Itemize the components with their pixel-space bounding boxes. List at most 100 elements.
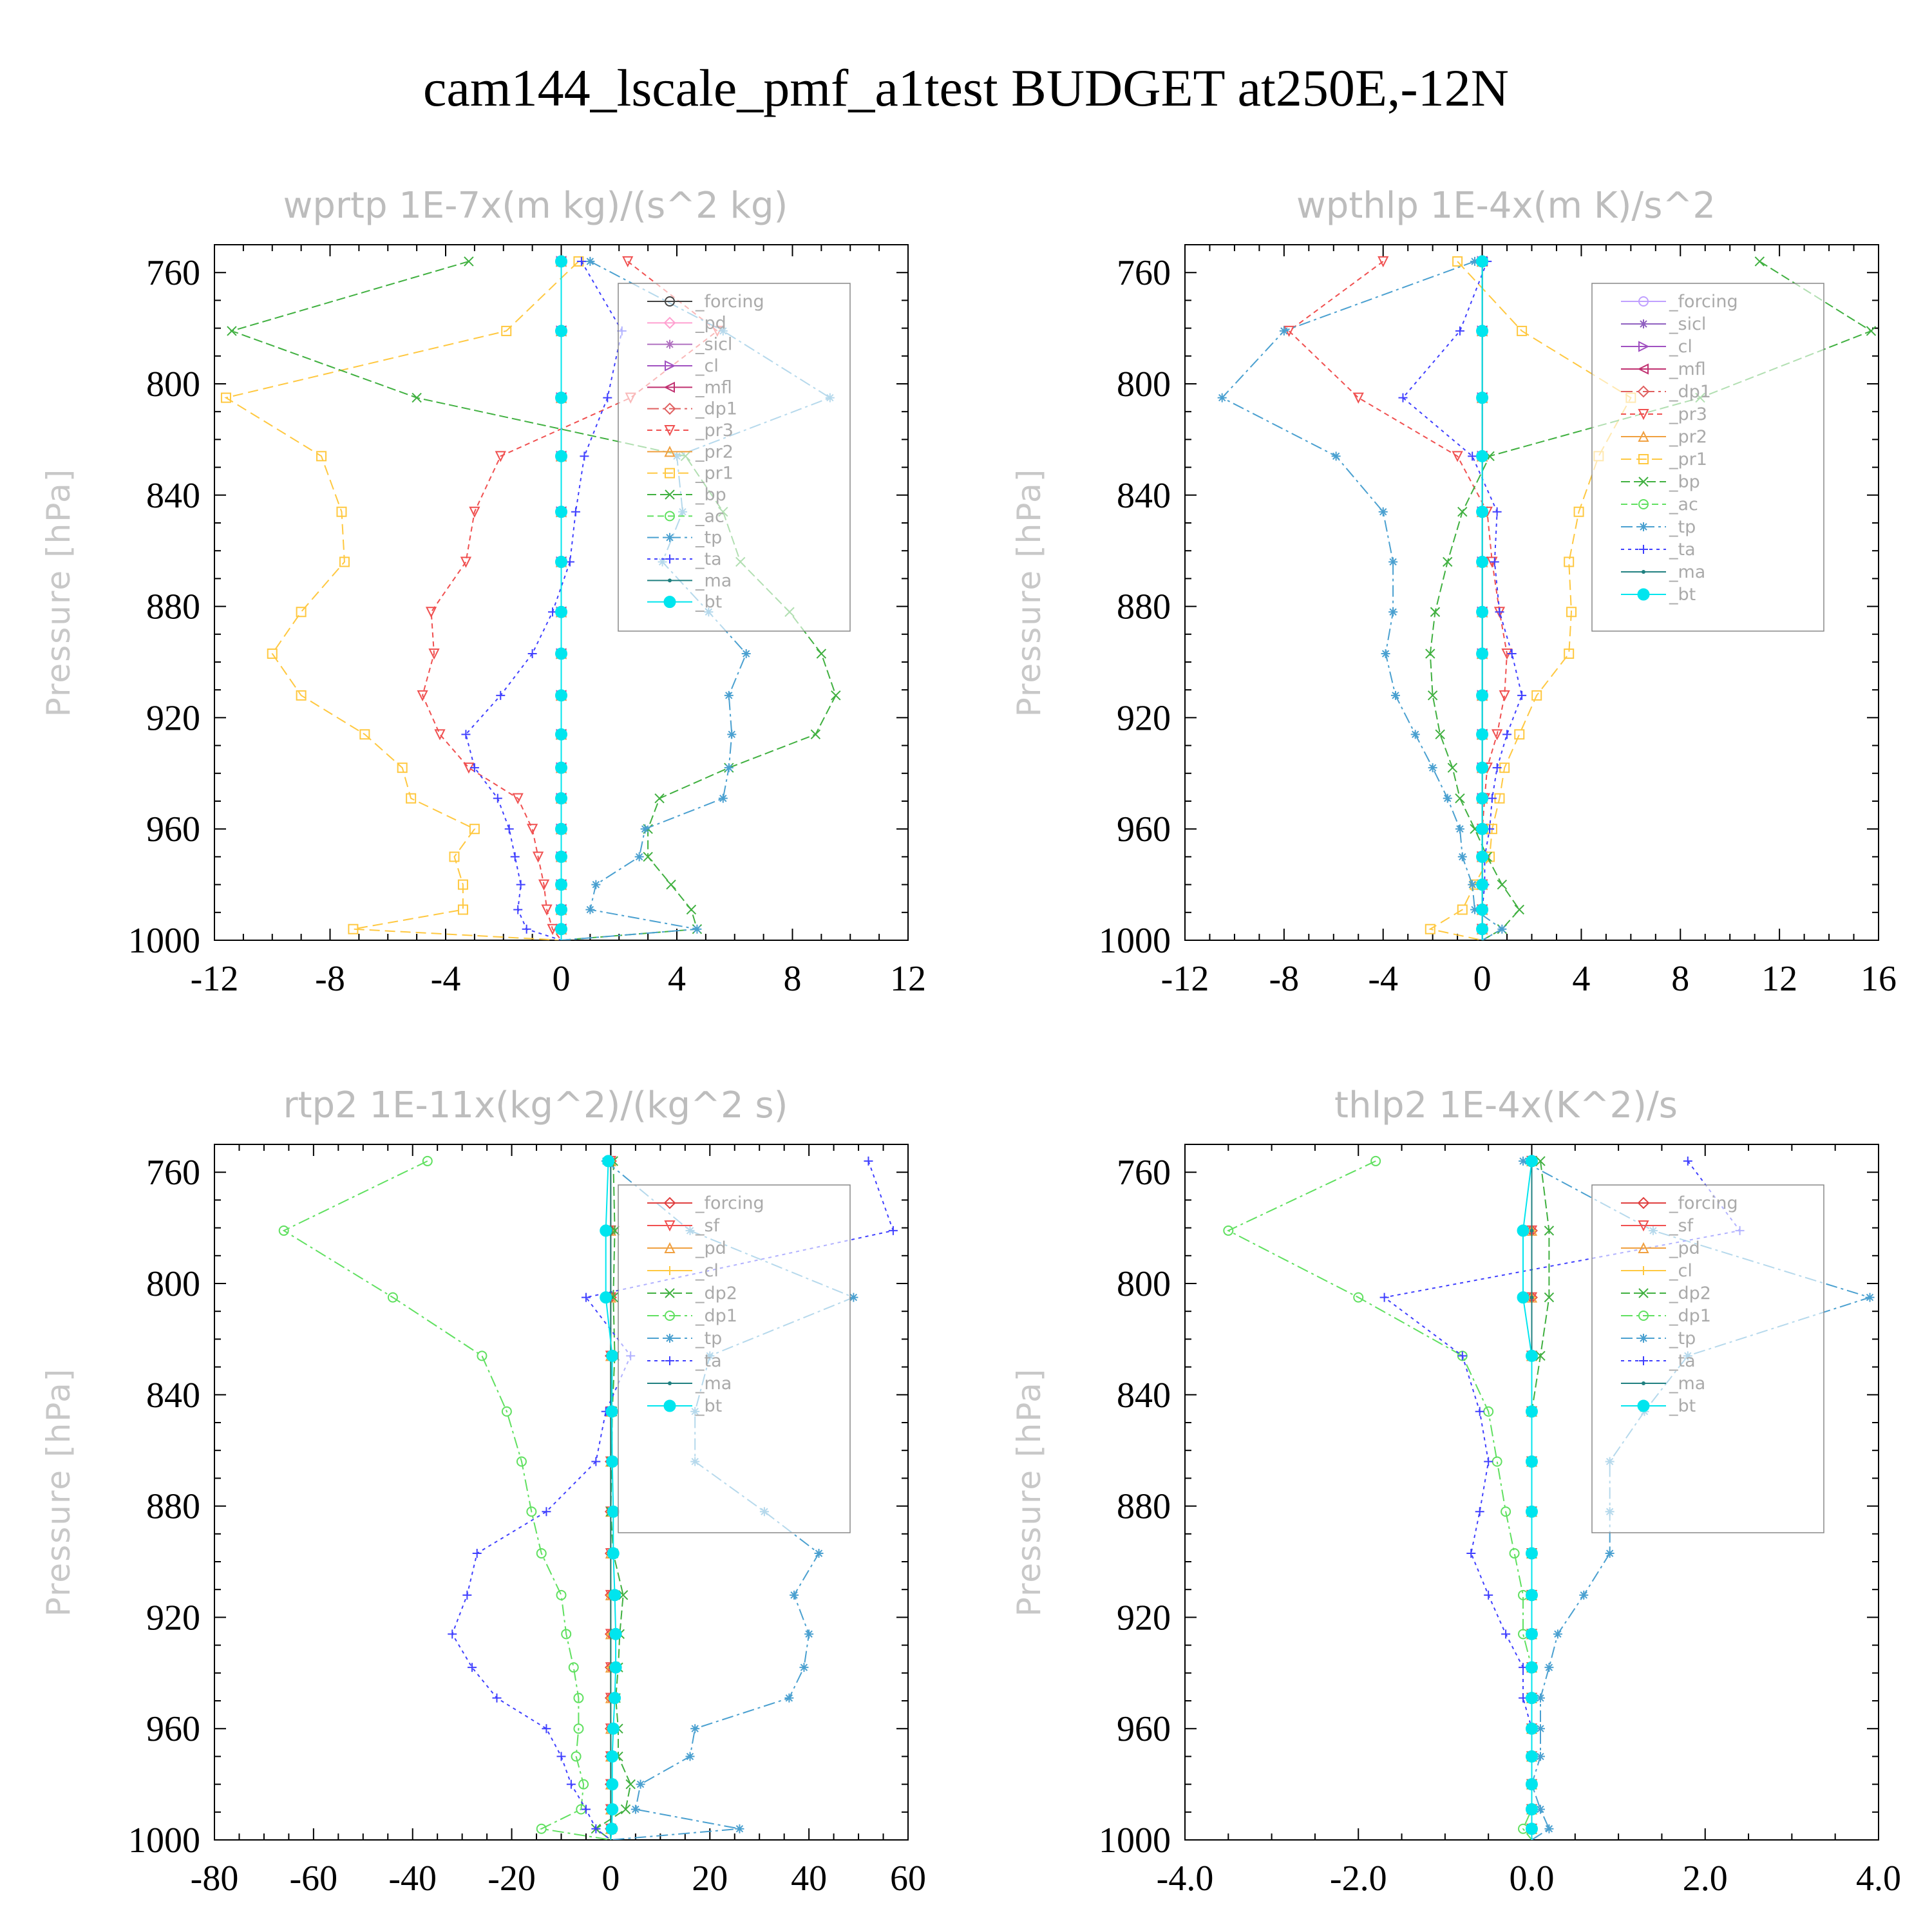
data-point <box>1535 1752 1545 1761</box>
data-point <box>555 792 567 805</box>
data-point <box>469 763 479 773</box>
legend-marker <box>665 511 675 522</box>
legend-marker <box>665 360 676 372</box>
data-point <box>1428 763 1437 773</box>
data-point <box>685 1752 695 1761</box>
legend-label: _pd <box>695 1238 726 1258</box>
legend-marker <box>665 554 674 564</box>
legend-label: _bt <box>695 1396 722 1416</box>
y-tick-label: 960 <box>146 1709 200 1749</box>
panel-title: rtp2 1E-11x(kg^2)/(kg^2 s) <box>283 1084 788 1126</box>
data-point <box>1379 1293 1389 1302</box>
legend: _forcing _sf_pd _cl_dp2 _dp1 _tp_ta _ma_bt <box>1591 1184 1824 1533</box>
x-tick-label: -12 <box>191 959 239 999</box>
legend-label: _pr1 <box>1669 450 1707 469</box>
data-point <box>1526 1547 1538 1560</box>
data-point <box>692 924 702 934</box>
data-point <box>220 392 231 403</box>
legend-marker <box>1639 1266 1648 1275</box>
series-line <box>1227 1160 1533 1840</box>
data-point <box>1492 729 1503 741</box>
data-point <box>278 1225 289 1236</box>
data-point <box>1865 1293 1875 1302</box>
series_pr1 <box>220 256 584 940</box>
series-line <box>282 1160 611 1840</box>
data-point <box>1501 1506 1511 1517</box>
data-point <box>422 1155 433 1166</box>
data-point <box>1452 451 1463 462</box>
y-axis-label: Pressure [hPa] <box>40 1368 77 1617</box>
data-point <box>816 649 827 659</box>
y-tick-label: 840 <box>1117 476 1171 516</box>
data-point <box>461 730 471 739</box>
data-point <box>1430 607 1441 617</box>
data-point <box>1388 607 1398 617</box>
legend-label: _forcing <box>1669 1193 1738 1213</box>
legend-label: _pr3 <box>695 421 734 440</box>
data-point <box>1535 1693 1545 1703</box>
data-point <box>1526 1505 1538 1518</box>
data-point <box>1530 1295 1534 1300</box>
data-point <box>538 879 550 891</box>
legend-label: _pr1 <box>695 464 734 484</box>
data-point <box>580 451 589 461</box>
x-tick-label: -4.0 <box>1157 1859 1214 1899</box>
legend-box <box>618 1184 851 1533</box>
data-point <box>1519 1156 1528 1166</box>
data-point <box>542 1724 551 1734</box>
data-point <box>1470 256 1480 266</box>
data-point <box>1501 1629 1511 1639</box>
data-point <box>784 1693 794 1703</box>
data-point <box>1497 879 1508 890</box>
data-point <box>1455 793 1465 804</box>
data-point <box>1476 792 1489 805</box>
data-point <box>1217 393 1227 402</box>
data-point <box>1476 822 1489 835</box>
legend-label: _sf <box>695 1216 721 1236</box>
x-tick-label: 0.0 <box>1510 1859 1555 1899</box>
data-point <box>460 556 472 568</box>
legend-marker <box>1642 1381 1645 1385</box>
series-line <box>224 261 580 940</box>
data-point <box>831 690 841 701</box>
data-point <box>585 256 595 266</box>
legend-marker <box>663 596 676 609</box>
data-point <box>724 690 734 700</box>
data-point <box>573 1723 584 1734</box>
chart-panel-3: rtp2 1E-11x(kg^2)/(kg^2 s) Pressure [hPa]… <box>40 1084 926 1899</box>
data-point <box>1476 878 1489 891</box>
y-tick-label: 960 <box>1117 810 1171 849</box>
legend-marker <box>1639 1356 1648 1365</box>
legend-marker <box>663 1399 676 1412</box>
x-tick-label: 4.0 <box>1856 1859 1901 1899</box>
data-point <box>1476 605 1489 618</box>
data-point <box>1476 850 1489 863</box>
data-point <box>541 904 553 916</box>
data-point <box>561 1629 572 1640</box>
data-point <box>1605 1549 1615 1558</box>
legend-marker <box>1638 1311 1649 1321</box>
legend-marker <box>665 339 674 349</box>
data-point <box>576 256 586 266</box>
x-tick-label: 0 <box>553 959 571 999</box>
data-point <box>724 763 734 773</box>
data-point <box>555 506 567 518</box>
data-point <box>1544 1663 1554 1672</box>
data-point <box>1544 1292 1555 1303</box>
data-point <box>510 852 520 862</box>
legend-label: _tp <box>695 528 722 548</box>
data-point <box>1497 924 1507 934</box>
panel-title: thlp2 1E-4x(K^2)/s <box>1334 1084 1678 1126</box>
data-point <box>888 1226 898 1235</box>
data-point <box>417 690 428 702</box>
y-tick-label: 840 <box>1117 1376 1171 1416</box>
legend-label: _tp <box>1669 517 1696 537</box>
x-tick-label: 12 <box>890 959 926 999</box>
data-point <box>571 507 580 516</box>
y-tick-label: 840 <box>146 476 200 516</box>
y-tick-label: 880 <box>1117 587 1171 627</box>
legend-marker <box>1637 1399 1650 1412</box>
legend-marker <box>663 381 675 393</box>
data-point <box>609 1692 621 1705</box>
data-point <box>573 1692 584 1703</box>
